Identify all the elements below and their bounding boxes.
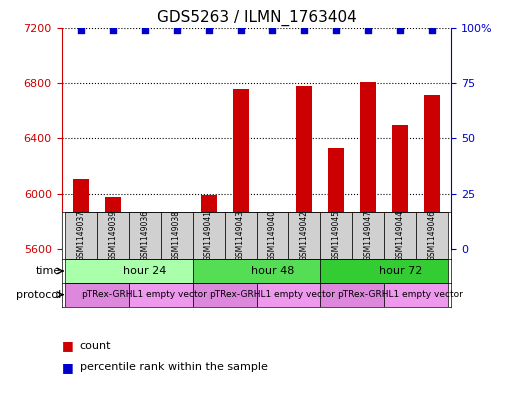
Text: hour 72: hour 72 — [379, 266, 422, 276]
Text: hour 48: hour 48 — [251, 266, 294, 276]
Text: GSM1149044: GSM1149044 — [396, 210, 405, 261]
FancyBboxPatch shape — [321, 212, 352, 259]
Point — [141, 27, 149, 33]
Point — [205, 27, 213, 33]
Text: percentile rank within the sample: percentile rank within the sample — [80, 362, 267, 373]
Text: GSM1149043: GSM1149043 — [236, 210, 245, 261]
Text: GSM1149047: GSM1149047 — [364, 210, 373, 261]
Text: ■: ■ — [62, 361, 73, 374]
Text: GSM1149046: GSM1149046 — [428, 210, 437, 261]
Text: GSM1149038: GSM1149038 — [172, 210, 181, 261]
Bar — [201, 195, 216, 393]
Point — [236, 27, 245, 33]
Text: protocol: protocol — [16, 290, 61, 300]
Point — [428, 27, 437, 33]
Text: pTRex-GRHL1: pTRex-GRHL1 — [82, 290, 144, 299]
Bar — [136, 237, 153, 393]
FancyBboxPatch shape — [256, 283, 321, 307]
Bar — [169, 241, 185, 393]
Point — [76, 27, 85, 33]
Text: pTRex-GRHL1: pTRex-GRHL1 — [209, 290, 272, 299]
FancyBboxPatch shape — [225, 212, 256, 259]
Text: count: count — [80, 341, 111, 351]
FancyBboxPatch shape — [192, 283, 256, 307]
FancyBboxPatch shape — [192, 212, 225, 259]
Text: empty vector: empty vector — [146, 290, 207, 299]
Bar — [360, 82, 377, 393]
Bar — [297, 86, 312, 393]
FancyBboxPatch shape — [65, 212, 97, 259]
Bar — [232, 88, 248, 393]
Text: hour 24: hour 24 — [123, 266, 166, 276]
FancyBboxPatch shape — [192, 259, 321, 283]
FancyBboxPatch shape — [65, 259, 192, 283]
FancyBboxPatch shape — [65, 283, 129, 307]
Text: GSM1149042: GSM1149042 — [300, 210, 309, 261]
Bar — [265, 246, 281, 393]
FancyBboxPatch shape — [288, 212, 321, 259]
FancyBboxPatch shape — [256, 212, 288, 259]
FancyBboxPatch shape — [416, 212, 448, 259]
FancyBboxPatch shape — [161, 212, 192, 259]
Point — [300, 27, 308, 33]
Point — [396, 27, 404, 33]
Text: pTRex-GRHL1: pTRex-GRHL1 — [337, 290, 400, 299]
Text: GSM1149045: GSM1149045 — [332, 210, 341, 261]
Bar — [328, 148, 344, 393]
Point — [268, 27, 277, 33]
Bar — [392, 125, 408, 393]
Bar — [424, 95, 440, 393]
Point — [109, 27, 117, 33]
Title: GDS5263 / ILMN_1763404: GDS5263 / ILMN_1763404 — [156, 10, 357, 26]
Point — [332, 27, 341, 33]
Text: empty vector: empty vector — [402, 290, 463, 299]
Text: ■: ■ — [62, 339, 73, 353]
FancyBboxPatch shape — [384, 283, 448, 307]
Point — [364, 27, 372, 33]
Text: GSM1149037: GSM1149037 — [76, 210, 85, 261]
FancyBboxPatch shape — [97, 212, 129, 259]
FancyBboxPatch shape — [321, 283, 384, 307]
Bar — [105, 197, 121, 393]
Text: time: time — [36, 266, 61, 276]
Text: GSM1149039: GSM1149039 — [108, 210, 117, 261]
Bar — [73, 179, 89, 393]
Text: GSM1149041: GSM1149041 — [204, 210, 213, 261]
FancyBboxPatch shape — [384, 212, 416, 259]
FancyBboxPatch shape — [352, 212, 384, 259]
FancyBboxPatch shape — [129, 283, 192, 307]
Point — [172, 27, 181, 33]
Text: GSM1149036: GSM1149036 — [140, 210, 149, 261]
Text: empty vector: empty vector — [274, 290, 335, 299]
FancyBboxPatch shape — [321, 259, 448, 283]
FancyBboxPatch shape — [129, 212, 161, 259]
Text: GSM1149040: GSM1149040 — [268, 210, 277, 261]
